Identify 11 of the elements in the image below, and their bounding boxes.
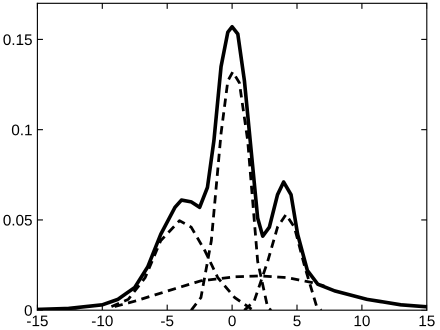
x-tick-label: -10: [92, 315, 113, 326]
y-tick-label: 0.15: [3, 34, 32, 46]
x-tick-label: 10: [354, 315, 370, 326]
x-tick-label: -5: [161, 316, 174, 326]
x-tick-label: 5: [293, 316, 301, 326]
x-tick-label: 0: [228, 315, 236, 326]
y-tick-label: 0.05: [3, 214, 32, 226]
x-tick-label: 15: [419, 316, 435, 326]
y-tick-label: 0.1: [12, 124, 32, 136]
y-tick-label: 0: [24, 305, 32, 316]
x-tick-label: -15: [27, 316, 48, 326]
